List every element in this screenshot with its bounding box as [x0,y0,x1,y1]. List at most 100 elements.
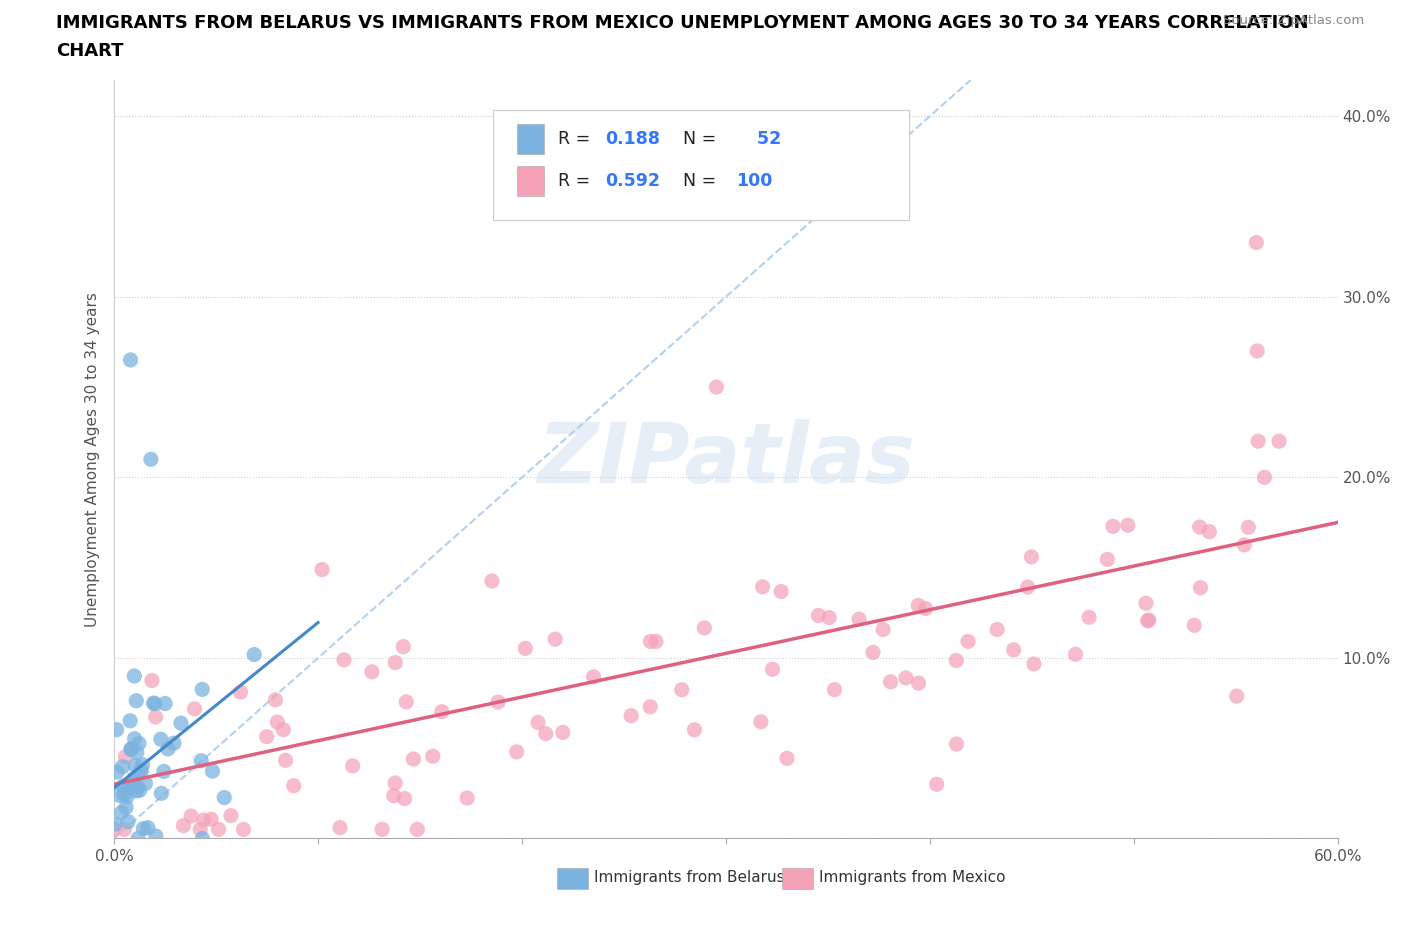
Text: 0.188: 0.188 [605,130,659,148]
Point [212,790,235,805]
Point [384,655,406,670]
Point [120,742,142,757]
Point [105,764,128,779]
Point [384,776,406,790]
Point [127,779,149,794]
Point [114,779,136,794]
Point [264,693,287,708]
Point [191,831,214,846]
Point [124,669,146,684]
Point [124,731,146,746]
Point [925,777,948,791]
Point [193,813,215,828]
Point [1226,689,1249,704]
Point [274,753,297,768]
Point [1017,579,1039,594]
Point [807,608,830,623]
Point [515,641,537,656]
Point [120,352,142,367]
Point [120,780,142,795]
Point [640,634,662,649]
Point [879,674,901,689]
Point [1247,433,1270,448]
Point [551,725,574,740]
Point [122,771,145,786]
Point [505,744,527,759]
Point [114,822,136,837]
Point [481,574,503,589]
Text: 0.592: 0.592 [605,172,659,190]
Point [128,764,150,779]
Point [145,829,167,844]
Point [1002,643,1025,658]
Point [110,805,132,820]
Point [111,778,134,793]
Point [382,789,405,804]
Point [430,704,453,719]
Text: Immigrants from Mexico: Immigrants from Mexico [818,870,1005,885]
Point [180,809,202,824]
Point [1189,580,1212,595]
Point [131,757,153,772]
Text: 52: 52 [745,130,782,148]
Point [201,764,224,778]
Point [104,817,127,831]
Point [645,634,668,649]
Point [824,683,846,698]
Point [1253,470,1275,485]
Point [256,729,278,744]
Point [986,622,1008,637]
Point [945,737,967,751]
Point [749,714,772,729]
Point [188,822,211,837]
Text: ZIPatlas: ZIPatlas [537,418,915,499]
Point [125,745,148,760]
Point [207,822,229,837]
Text: 100: 100 [735,172,772,190]
Point [266,714,288,729]
Point [139,452,162,467]
Text: R =: R = [558,130,596,148]
Point [848,612,870,627]
Text: CHART: CHART [56,42,124,60]
Point [142,696,165,711]
Point [862,645,884,660]
Point [1116,518,1139,533]
Point [127,831,149,846]
Point [134,776,156,790]
Point [229,684,252,699]
Point [394,791,416,806]
Text: Source: ZipAtlas.com: Source: ZipAtlas.com [1223,14,1364,27]
Point [371,822,394,837]
Point [329,820,352,835]
Point [392,639,415,654]
Point [1102,519,1125,534]
Point [153,697,176,711]
Point [1246,343,1268,358]
Point [914,601,936,616]
Point [132,821,155,836]
Point [136,820,159,835]
Point [1268,433,1291,448]
Point [170,716,193,731]
Point [1097,552,1119,567]
Point [333,652,356,667]
Point [406,822,429,837]
Point [117,815,139,830]
Point [1135,596,1157,611]
Point [125,783,148,798]
Point [894,671,917,685]
Point [1021,550,1043,565]
Text: R =: R = [558,172,596,190]
Point [1233,538,1256,552]
Point [770,584,793,599]
Point [103,822,125,837]
Point [957,634,980,649]
Point [141,673,163,688]
Point [683,723,706,737]
Y-axis label: Unemployment Among Ages 30 to 34 years: Unemployment Among Ages 30 to 34 years [86,292,100,627]
FancyBboxPatch shape [516,124,544,154]
Point [527,715,550,730]
Point [111,759,134,774]
Point [156,741,179,756]
